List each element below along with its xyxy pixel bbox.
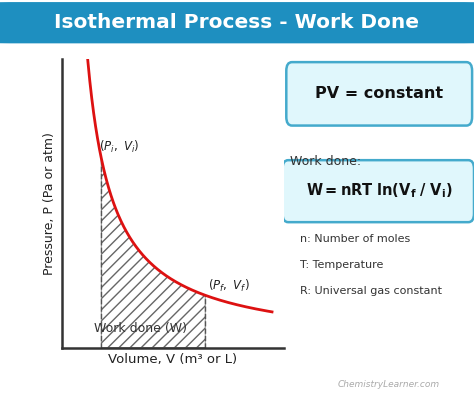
Text: ChemistryLearner.com: ChemistryLearner.com xyxy=(337,380,440,389)
Text: PV = constant: PV = constant xyxy=(315,87,443,102)
Text: n: Number of moles: n: Number of moles xyxy=(300,235,410,245)
FancyBboxPatch shape xyxy=(0,2,474,43)
Text: $\mathbf{W = nRT\ ln(V_f\ /\ V_i)}$: $\mathbf{W = nRT\ ln(V_f\ /\ V_i)}$ xyxy=(306,181,453,200)
Text: $(P_f,\ V_f)$: $(P_f,\ V_f)$ xyxy=(208,278,249,294)
Text: $(P_i,\ V_i)$: $(P_i,\ V_i)$ xyxy=(99,139,139,155)
Text: R: Universal gas constant: R: Universal gas constant xyxy=(300,286,442,296)
Text: Work done (W): Work done (W) xyxy=(94,322,187,335)
Y-axis label: Pressure, P (Pa or atm): Pressure, P (Pa or atm) xyxy=(43,132,56,275)
Text: Isothermal Process - Work Done: Isothermal Process - Work Done xyxy=(55,13,419,32)
X-axis label: Volume, V (m³ or L): Volume, V (m³ or L) xyxy=(109,353,237,366)
FancyBboxPatch shape xyxy=(286,62,472,126)
FancyBboxPatch shape xyxy=(283,160,474,222)
Text: T: Temperature: T: Temperature xyxy=(300,260,383,271)
Text: Work done:: Work done: xyxy=(290,155,361,168)
